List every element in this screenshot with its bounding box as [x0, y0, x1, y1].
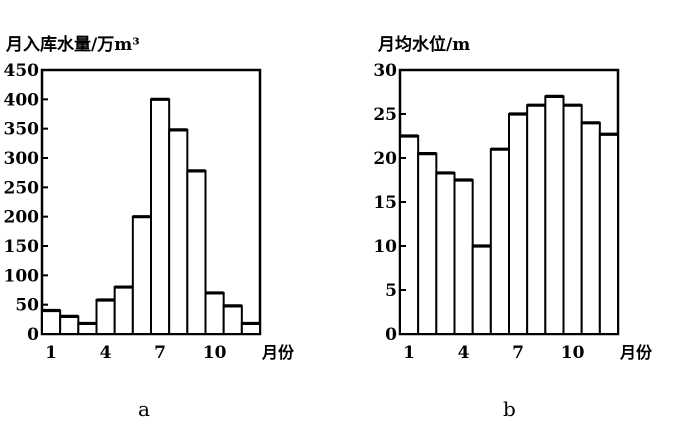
chart-a-bar-month-1: [41, 309, 62, 335]
chart-a-bar-month-11: [222, 304, 243, 335]
chart-b-ytick-label-15: 15: [373, 193, 397, 213]
chart-b-bar-month-10: [562, 104, 583, 335]
chart-b-bar-month-3: [435, 171, 456, 335]
chart-b-bar-month-11: [580, 121, 601, 335]
chart-b-xtick-label-10: 10: [561, 343, 585, 363]
chart-a-bar-month-4: [95, 298, 116, 335]
chart-a-ylabel: 月入库水量/万m³: [5, 34, 140, 55]
chart-a-ytick-label-50: 50: [15, 296, 39, 316]
chart-a-bar-month-9: [186, 169, 207, 335]
chart-b-bar-month-9: [544, 95, 565, 336]
chart-b-xticks: 1 4 7 10: [403, 343, 584, 363]
chart-b-ytick-label-25: 25: [373, 105, 397, 125]
chart-a-xtick-label-10: 10: [203, 343, 227, 363]
chart-b-bar-month-4: [453, 179, 474, 335]
chart-a: 月入库水量/万m³ 0 50 100 150 200 250 300 350 400 450 1 4…: [4, 34, 296, 421]
chart-a-xticks: 1 4 7 10: [45, 343, 226, 363]
chart-b-panel-label: b: [503, 397, 516, 421]
chart-a-bar-month-2: [59, 315, 80, 335]
chart-b-yticks: 0 5 10 15 20 25 30: [373, 61, 406, 345]
chart-a-bar-month-10: [204, 291, 225, 335]
chart-a-bars: [41, 97, 261, 336]
chart-b-ytick-label-30: 30: [373, 61, 397, 81]
chart-a-xtick-label-1: 1: [45, 343, 57, 363]
chart-a-bar-month-6: [131, 215, 152, 336]
chart-b-xtick-label-7: 7: [512, 343, 524, 363]
chart-a-xlabel: 月份: [261, 343, 295, 362]
chart-a-bar-month-5: [113, 286, 134, 336]
chart-a-xtick-label-7: 7: [154, 343, 166, 363]
chart-a-ytick-label-400: 400: [4, 90, 40, 110]
chart-b-ytick-label-20: 20: [373, 149, 397, 169]
chart-b-bar-month-2: [417, 152, 438, 335]
chart-b-bars: [399, 94, 619, 336]
chart-b-ytick-label-10: 10: [373, 237, 397, 257]
chart-a-ytick-label-200: 200: [4, 208, 40, 228]
chart-b-bar-month-8: [526, 104, 547, 335]
chart-a-ytick-label-0: 0: [27, 325, 39, 345]
chart-b-xlabel: 月份: [619, 343, 653, 362]
chart-b-bar-month-7: [508, 113, 529, 335]
chart-a-bar-month-7: [150, 98, 171, 336]
chart-b-ytick-label-5: 5: [385, 281, 397, 301]
chart-a-ytick-label-450: 450: [4, 61, 40, 81]
chart-a-ytick-label-100: 100: [4, 266, 40, 286]
chart-a-bar-month-8: [168, 128, 189, 335]
chart-a-ytick-label-250: 250: [4, 178, 40, 198]
chart-b: 月均水位/m 0 5 10 15 20 25 30 1 4 7 10 月份 b: [373, 34, 653, 421]
chart-b-bar-month-6: [489, 148, 511, 335]
chart-a-xtick-label-4: 4: [100, 343, 112, 363]
chart-b-bar-month-5: [471, 245, 492, 335]
chart-b-ytick-label-0: 0: [385, 325, 397, 345]
chart-b-xtick-label-4: 4: [458, 343, 470, 363]
chart-b-ylabel: 月均水位/m: [377, 34, 470, 55]
chart-a-ytick-label-300: 300: [4, 149, 40, 169]
chart-b-bar-month-1: [399, 135, 420, 335]
chart-b-xtick-label-1: 1: [403, 343, 415, 363]
chart-a-ytick-label-150: 150: [4, 237, 40, 257]
chart-a-ytick-label-350: 350: [4, 120, 40, 140]
chart-a-panel-label: a: [138, 397, 150, 421]
chart-b-bar-month-12: [598, 133, 619, 335]
chart-a-yticks: 0 50 100 150 200 250 300 350 400 450: [4, 61, 48, 345]
